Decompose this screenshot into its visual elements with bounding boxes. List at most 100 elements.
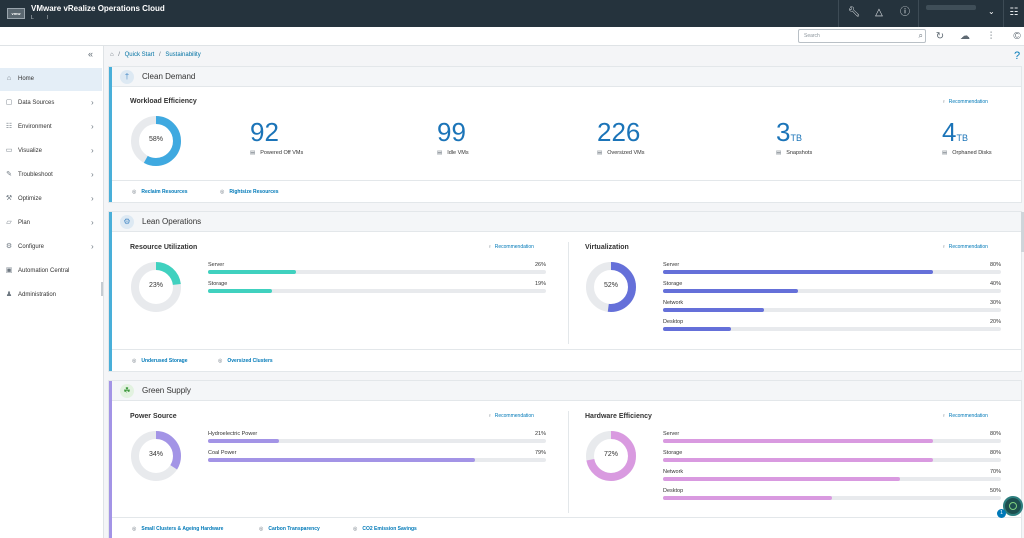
bar-label: Desktop <box>663 488 684 494</box>
bar-row-coal-power[interactable]: Coal Power 79% <box>208 450 546 464</box>
recommendation-link[interactable]: ♀ Recommendation <box>942 99 988 105</box>
recommendation-label: Recommendation <box>948 99 988 105</box>
search-input[interactable]: Search ⌕ <box>798 29 926 43</box>
metric-idle-vms[interactable]: 99 ▤ Idle VMs <box>437 119 469 156</box>
user-menu[interactable]: ⌄ <box>922 4 1000 24</box>
sidebar-item-home[interactable]: ⌂ Home <box>0 68 102 91</box>
section-header: † Clean Demand <box>112 67 1021 87</box>
search-icon[interactable]: ⌕ <box>918 31 923 40</box>
bar-row-server[interactable]: Server 80% <box>663 262 1001 276</box>
sidebar-item-label: Visualize <box>18 148 42 154</box>
bar-fill <box>208 458 476 462</box>
page-scrollbar[interactable] <box>1021 212 1024 252</box>
chevron-down-icon: ⌄ <box>988 7 995 16</box>
breadcrumb-separator: / <box>159 52 161 58</box>
bar-label: Coal Power <box>208 450 237 456</box>
user-name <box>926 5 976 10</box>
vm-icon: ▤ <box>437 150 443 156</box>
bar-row-storage[interactable]: Storage 40% <box>663 281 1001 295</box>
refresh-icon[interactable]: ↻ <box>935 31 945 42</box>
metric-snapshots[interactable]: 3TB ▤ Snapshots <box>776 119 812 156</box>
sidebar-item-administration[interactable]: ♟ Administration <box>0 284 102 307</box>
bar-value: 40% <box>989 281 1001 287</box>
footer-link-small-clusters-ageing-hardware[interactable]: ◎ Small Clusters & Ageing Hardware <box>132 526 223 532</box>
metric-oversized-vms[interactable]: 226 ▤ Oversized VMs <box>597 119 645 156</box>
breadcrumb-quick-start[interactable]: Quick Start <box>124 52 155 58</box>
bar-fill <box>663 270 934 274</box>
sidebar-item-label: Data Sources <box>18 100 55 106</box>
donut-arc <box>131 116 181 166</box>
link-icon: ◎ <box>218 358 223 364</box>
bar-row-server[interactable]: Server 80% <box>663 431 1001 445</box>
bar-label: Network <box>663 300 684 306</box>
metric-label: Oversized VMs <box>607 150 645 156</box>
footer-link-rightsize-resources[interactable]: ◎ Rightsize Resources <box>220 189 279 195</box>
vmware-logo[interactable]: vmw <box>7 8 25 19</box>
breadcrumb-sustainability[interactable]: Sustainability <box>165 52 201 58</box>
metric-powered-off-vms[interactable]: 92 ▤ Powered Off VMs <box>250 119 303 156</box>
lightbulb-icon: ♀ <box>942 244 946 250</box>
bar-track <box>663 289 1001 293</box>
sidebar-item-optimize[interactable]: ⚒ Optimize › <box>0 188 102 211</box>
header-divider <box>918 0 919 27</box>
donut-value: 58% <box>148 136 163 143</box>
page-help-icon[interactable]: ? <box>1014 50 1021 62</box>
grid-icon[interactable]: ☷ <box>1009 7 1019 18</box>
bell-icon[interactable]: △ <box>875 7 883 18</box>
recommendation-link[interactable]: ♀ Recommendation <box>942 244 988 250</box>
bar-row-storage[interactable]: Storage 19% <box>208 281 546 295</box>
metric-value: 4 <box>942 117 957 147</box>
collapse-sidebar-icon[interactable]: « <box>88 49 94 59</box>
bar-fill <box>663 327 731 331</box>
bar-row-network[interactable]: Network 70% <box>663 469 1001 483</box>
sidebar-item-visualize[interactable]: ▭ Visualize › <box>0 140 102 163</box>
bar-track <box>663 327 1001 331</box>
recommendation-label: Recommendation <box>494 244 534 250</box>
link-icon: ◎ <box>259 526 264 532</box>
help-icon[interactable]: ⓘ <box>900 7 910 18</box>
sidebar-item-plan[interactable]: ▱ Plan › <box>0 212 102 235</box>
bar-row-desktop[interactable]: Desktop 20% <box>663 319 1001 333</box>
bar-row-desktop[interactable]: Desktop 50% <box>663 488 1001 502</box>
donut-chart: 72% <box>585 430 637 482</box>
footer-link-reclaim-resources[interactable]: ◎ Reclaim Resources <box>132 189 188 195</box>
bar-fill <box>663 289 799 293</box>
chevron-right-icon: › <box>91 146 94 155</box>
sidebar-item-automation-central[interactable]: ▣ Automation Central <box>0 260 102 283</box>
wrench-icon[interactable]: 🔧︎ <box>847 7 861 18</box>
cloud-alert-icon[interactable]: ☁ <box>960 31 970 42</box>
assistant-button[interactable] <box>1003 496 1023 516</box>
bar-fill <box>663 458 934 462</box>
bar-row-hydroelectric-power[interactable]: Hydroelectric Power 21% <box>208 431 546 445</box>
bar-track <box>208 439 546 443</box>
bar-row-server[interactable]: Server 26% <box>208 262 546 276</box>
sidebar-item-configure[interactable]: ⚙ Configure › <box>0 236 102 259</box>
green-supply-icon: ☘ <box>120 384 134 398</box>
sidebar-resize-handle[interactable] <box>101 282 103 296</box>
bar-value: 79% <box>534 450 546 456</box>
recommendation-link[interactable]: ♀ Recommendation <box>488 413 534 419</box>
copyright-icon[interactable]: © <box>1013 31 1021 42</box>
recommendation-link[interactable]: ♀ Recommendation <box>942 413 988 419</box>
footer-link-co2-emission-savings[interactable]: ◎ CO2 Emission Savings <box>353 526 417 532</box>
home-icon[interactable]: ⌂ <box>110 52 114 58</box>
bar-fill <box>208 270 296 274</box>
bar-value: 20% <box>989 319 1001 325</box>
automation-icon: ▣ <box>5 267 13 274</box>
metric-orphaned-disks[interactable]: 4TB ▤ Orphaned Disks <box>942 117 992 156</box>
recommendation-link[interactable]: ♀ Recommendation <box>488 244 534 250</box>
footer-link-underused-storage[interactable]: ◎ Underused Storage <box>132 358 188 364</box>
settings-sliders-icon[interactable]: ⫶ <box>989 31 993 42</box>
bar-track <box>663 458 1001 462</box>
sidebar-item-environment[interactable]: ☷ Environment › <box>0 116 102 139</box>
bar-fill <box>663 477 900 481</box>
metric-label: Orphaned Disks <box>952 150 992 156</box>
bar-row-storage[interactable]: Storage 80% <box>663 450 1001 464</box>
footer-link-carbon-transparency[interactable]: ◎ Carbon Transparency <box>259 526 320 532</box>
optimize-icon: ⚒ <box>5 195 13 202</box>
sidebar-item-data-sources[interactable]: ▢ Data Sources › <box>0 92 102 115</box>
bar-row-network[interactable]: Network 30% <box>663 300 1001 314</box>
sidebar-item-troubleshoot[interactable]: ✎ Troubleshoot › <box>0 164 102 187</box>
footer-link-oversized-clusters[interactable]: ◎ Oversized Clusters <box>218 358 273 364</box>
link-icon: ◎ <box>353 526 358 532</box>
